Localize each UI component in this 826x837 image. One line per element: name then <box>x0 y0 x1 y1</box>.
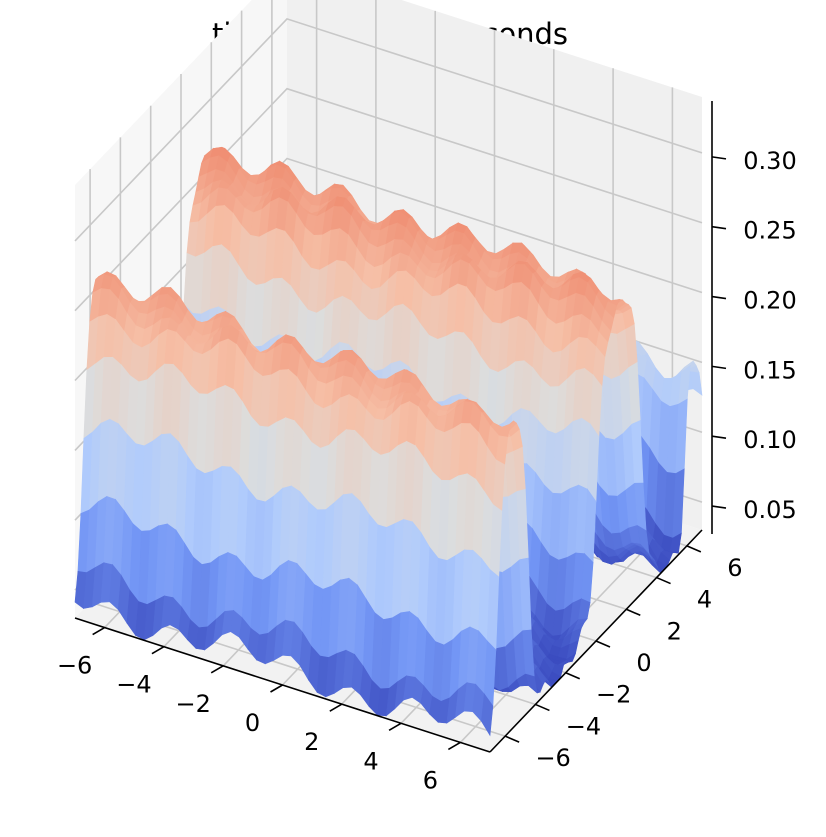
y-tick-label: −6 <box>535 744 570 772</box>
y-tick-mark <box>535 703 550 712</box>
x-tick-label: 0 <box>245 709 260 737</box>
z-tick-label: 0.10 <box>743 426 796 454</box>
x-tick-label: 6 <box>423 766 438 794</box>
y-tick-mark <box>625 608 641 617</box>
x-tick-label: −6 <box>57 652 92 680</box>
y-tick-mark <box>686 545 702 553</box>
z-tick-label: 0.15 <box>743 356 796 384</box>
y-tick-mark <box>504 735 520 743</box>
z-tick-label: 0.05 <box>743 496 796 524</box>
y-tick-mark <box>565 671 581 680</box>
z-tick-mark <box>711 365 727 370</box>
y-tick-label: −2 <box>596 681 631 709</box>
z-tick-label: 0.30 <box>743 147 796 175</box>
surface-mesh <box>74 146 703 737</box>
z-tick-mark <box>711 156 727 160</box>
x-tick-label: 2 <box>304 728 319 756</box>
z-gridline <box>74 17 703 242</box>
y-tick-label: −4 <box>566 712 601 740</box>
y-tick-mark <box>595 640 611 648</box>
x-tick-mark <box>270 684 283 693</box>
x-tick-mark <box>447 741 461 751</box>
y-tick-label: 0 <box>636 649 651 677</box>
x-tick-label: 4 <box>363 747 378 775</box>
x-tick-mark <box>92 626 106 636</box>
z-tick-mark <box>711 505 727 509</box>
x-tick-mark <box>329 703 343 712</box>
z-tick-mark <box>711 225 727 230</box>
surface-patch <box>481 693 494 737</box>
y-tick-label: 4 <box>697 586 712 614</box>
z-tick-label: 0.25 <box>743 217 796 245</box>
z-tick-label: 0.20 <box>743 287 796 315</box>
x-tick-mark <box>210 665 224 674</box>
z-tick-mark <box>711 295 727 300</box>
x-tick-mark <box>388 722 402 731</box>
axes-lines: −6−4−20246−6−4−202460.050.100.150.200.25… <box>57 101 797 794</box>
x-tick-label: −4 <box>116 671 151 699</box>
x-tick-label: −2 <box>176 690 211 718</box>
y-tick-mark <box>656 576 671 585</box>
y-tick-label: 6 <box>727 554 742 582</box>
y-tick-label: 2 <box>667 617 682 645</box>
z-tick-mark <box>711 435 727 440</box>
z-gridline <box>74 87 703 312</box>
x-tick-mark <box>151 646 165 655</box>
